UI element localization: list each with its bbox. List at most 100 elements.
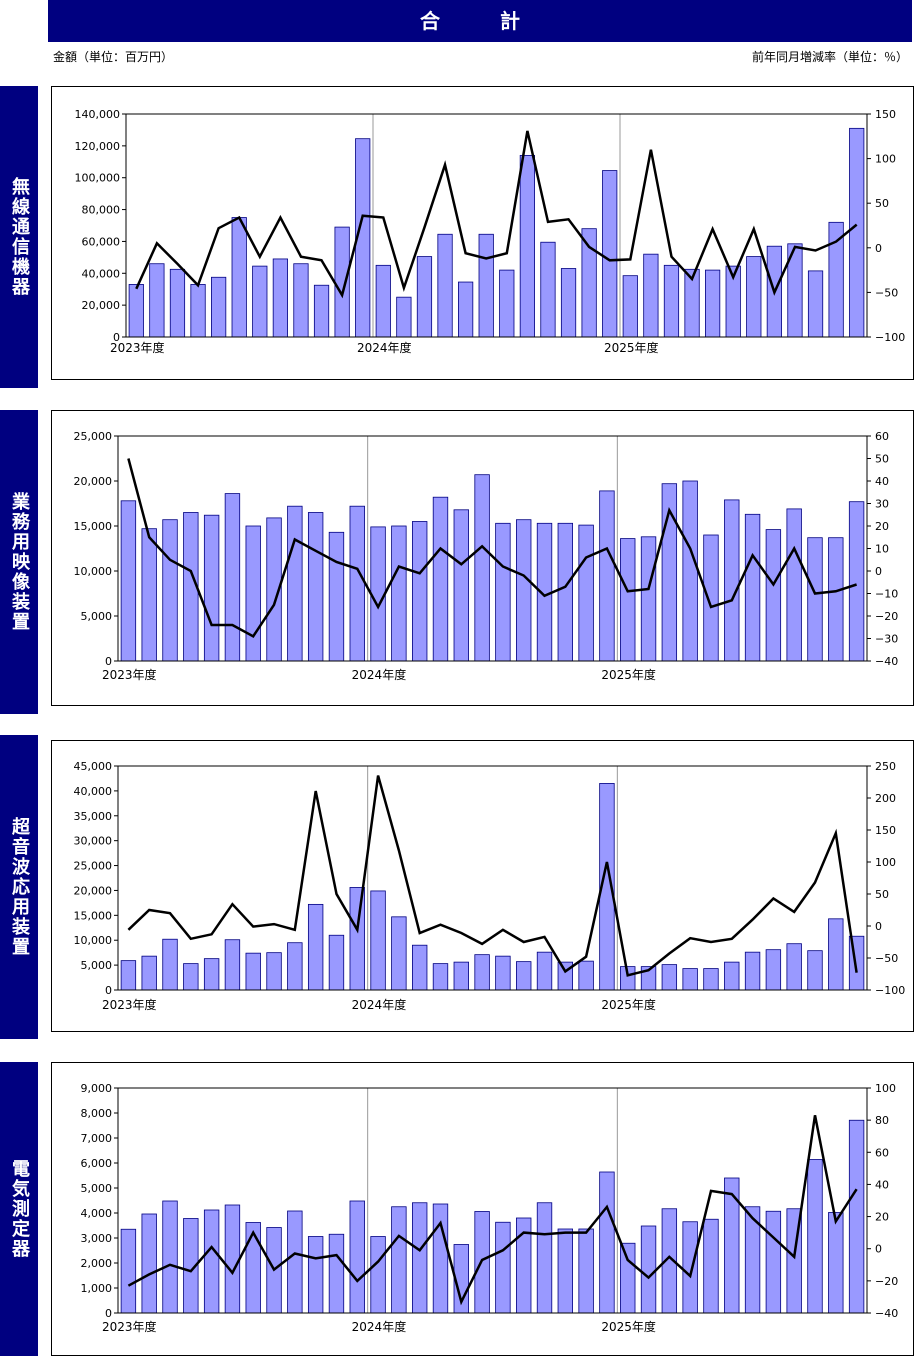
bar — [578, 524, 594, 662]
chart-panel-wireless: 0 20,000 40,000 60,000 80,000 100,000 120,000 1… — [51, 86, 914, 380]
right-tick-label: 10 — [875, 543, 889, 556]
right-tick-label: 0 — [875, 242, 882, 255]
right-tick-label: 0 — [875, 565, 882, 578]
bar — [370, 526, 386, 662]
bar — [349, 1200, 365, 1314]
left-tick-label: 0 — [105, 984, 112, 997]
bar — [495, 522, 511, 662]
bar — [557, 522, 574, 662]
bar — [682, 480, 698, 662]
right-tick-label: −40 — [875, 1307, 898, 1320]
bar — [807, 1159, 823, 1314]
x-axis-label: 2025年度 — [604, 340, 659, 355]
right-tick-label: 20 — [875, 1211, 889, 1224]
left-tick-label: 5,000 — [81, 610, 113, 623]
bar — [293, 263, 309, 338]
bar — [849, 127, 865, 338]
bar — [313, 284, 330, 338]
bar — [828, 221, 844, 338]
bar — [432, 963, 449, 991]
bar — [724, 961, 740, 991]
bar — [224, 939, 241, 991]
x-axis-label: 2023年度 — [102, 667, 157, 682]
left-tick-label: 5,000 — [81, 959, 113, 972]
left-tick-label: 6,000 — [81, 1157, 113, 1170]
right-tick-label: 60 — [875, 430, 889, 443]
left-tick-label: 9,000 — [81, 1082, 113, 1095]
right-tick-label: 80 — [875, 1114, 889, 1127]
left-tick-label: 25,000 — [74, 430, 113, 443]
bar — [516, 961, 532, 991]
bar — [203, 514, 220, 662]
right-tick-label: 40 — [875, 1178, 889, 1191]
bar — [682, 968, 698, 991]
bar — [474, 954, 490, 991]
left-tick-label: 140,000 — [75, 108, 121, 121]
x-axis-label: 2023年度 — [102, 997, 157, 1012]
plot-area — [117, 1087, 868, 1314]
right-tick-label: 0 — [875, 920, 882, 933]
right-tick-label: −20 — [875, 610, 898, 623]
right-tick-label: 50 — [875, 453, 889, 466]
bar — [599, 490, 615, 662]
bar — [474, 474, 490, 662]
yoy-growth-line — [135, 130, 858, 299]
right-tick-label: −100 — [875, 984, 905, 997]
left-tick-label: 15,000 — [74, 909, 113, 922]
left-tick-label: 15,000 — [74, 520, 113, 533]
right-tick-label: −30 — [875, 633, 898, 646]
left-tick-label: 40,000 — [82, 267, 121, 280]
bar — [211, 276, 227, 338]
chart-panel-video: 0 5,000 10,000 15,000 20,000 25,000 −40 −30 −20 −… — [51, 410, 914, 706]
bar — [141, 955, 157, 991]
chart-ultrasonic: 0 5,000 10,000 15,000 20,000 25,000 30,000 35,0… — [74, 760, 906, 1012]
bar — [499, 269, 515, 338]
bar — [828, 1212, 844, 1314]
bar — [203, 958, 220, 991]
bar — [287, 942, 303, 991]
bar — [578, 960, 594, 991]
left-tick-label: 35,000 — [74, 810, 113, 823]
bar — [622, 275, 638, 338]
x-axis-label: 2025年度 — [601, 1319, 656, 1334]
bar — [453, 961, 469, 991]
bar — [432, 496, 449, 662]
bar — [411, 1202, 428, 1314]
left-tick-label: 2,000 — [81, 1257, 113, 1270]
right-tick-label: −20 — [875, 1275, 898, 1288]
bar — [224, 1204, 241, 1314]
bar — [287, 1210, 303, 1314]
right-tick-label: 150 — [875, 824, 896, 837]
right-tick-label: −100 — [875, 331, 905, 344]
bar — [703, 1218, 719, 1314]
left-tick-label: 3,000 — [81, 1232, 113, 1245]
bar — [391, 525, 407, 662]
bar — [495, 955, 511, 991]
right-tick-label: −40 — [875, 655, 898, 668]
left-tick-label: 8,000 — [81, 1107, 113, 1120]
section-label-electric-meter: 電気測定器 — [0, 1062, 38, 1356]
bar — [252, 265, 268, 338]
bar — [307, 1236, 324, 1314]
left-tick-label: 0 — [105, 1307, 112, 1320]
section-label-ultrasonic: 超音波応用装置 — [0, 735, 38, 1039]
bar — [599, 1171, 615, 1314]
bar — [437, 233, 453, 338]
bar — [224, 493, 241, 662]
left-tick-label: 120,000 — [75, 140, 121, 153]
bar — [141, 1213, 157, 1314]
bar — [703, 968, 719, 991]
chart-panel-electric-meter: 0 1,000 2,000 3,000 4,000 5,000 6,000 7,000 8,00… — [51, 1062, 914, 1356]
left-tick-label: 4,000 — [81, 1207, 113, 1220]
left-tick-label: 30,000 — [74, 835, 113, 848]
bar — [765, 529, 782, 662]
bar — [190, 284, 206, 338]
bar — [328, 934, 345, 991]
bar — [245, 1222, 261, 1314]
bar — [128, 284, 144, 338]
bar — [560, 268, 577, 338]
x-axis-label: 2024年度 — [357, 340, 412, 355]
bar — [349, 505, 365, 662]
x-axis-label: 2023年度 — [102, 1319, 157, 1334]
bar — [602, 170, 618, 338]
